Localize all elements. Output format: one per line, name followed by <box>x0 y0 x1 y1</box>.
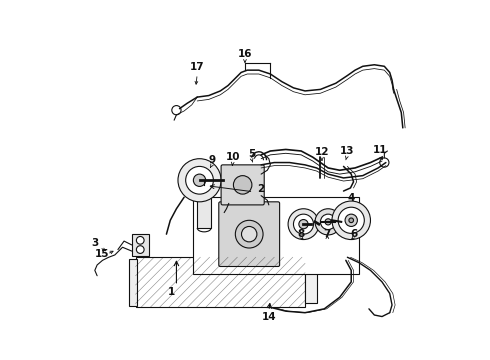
Circle shape <box>194 174 206 186</box>
Text: 14: 14 <box>262 311 276 321</box>
Circle shape <box>233 176 252 194</box>
Circle shape <box>325 219 331 225</box>
Text: 16: 16 <box>238 49 252 59</box>
Circle shape <box>186 166 214 194</box>
Circle shape <box>349 218 354 222</box>
Text: 10: 10 <box>225 152 240 162</box>
Circle shape <box>294 214 314 234</box>
Circle shape <box>299 220 308 229</box>
Text: 7: 7 <box>324 229 331 239</box>
Circle shape <box>136 237 144 244</box>
Bar <box>132 234 149 256</box>
Text: 1: 1 <box>168 287 175 297</box>
Circle shape <box>200 181 208 189</box>
Circle shape <box>242 226 257 242</box>
Text: 12: 12 <box>315 147 329 157</box>
FancyBboxPatch shape <box>221 165 264 205</box>
Bar <box>305 261 317 303</box>
Circle shape <box>380 158 389 167</box>
Text: 2: 2 <box>257 184 265 194</box>
Circle shape <box>288 209 319 239</box>
Text: 17: 17 <box>190 62 204 72</box>
Text: 15: 15 <box>95 249 110 259</box>
Circle shape <box>235 220 263 248</box>
Bar <box>129 259 137 306</box>
Circle shape <box>320 214 336 230</box>
Circle shape <box>136 246 144 253</box>
Circle shape <box>315 209 341 235</box>
Text: 8: 8 <box>297 229 305 239</box>
Circle shape <box>338 207 365 233</box>
Bar <box>197 189 211 228</box>
Circle shape <box>332 201 370 239</box>
Text: 5: 5 <box>248 149 255 159</box>
Bar <box>136 257 305 307</box>
Text: 4: 4 <box>347 193 355 203</box>
Text: 3: 3 <box>91 238 98 248</box>
FancyBboxPatch shape <box>219 202 280 266</box>
Text: 13: 13 <box>340 146 354 156</box>
Circle shape <box>172 105 181 115</box>
Text: 6: 6 <box>350 229 357 239</box>
Circle shape <box>178 159 221 202</box>
Text: 9: 9 <box>208 154 216 165</box>
Text: 11: 11 <box>372 145 387 155</box>
Circle shape <box>345 214 357 226</box>
Bar <box>194 197 359 274</box>
